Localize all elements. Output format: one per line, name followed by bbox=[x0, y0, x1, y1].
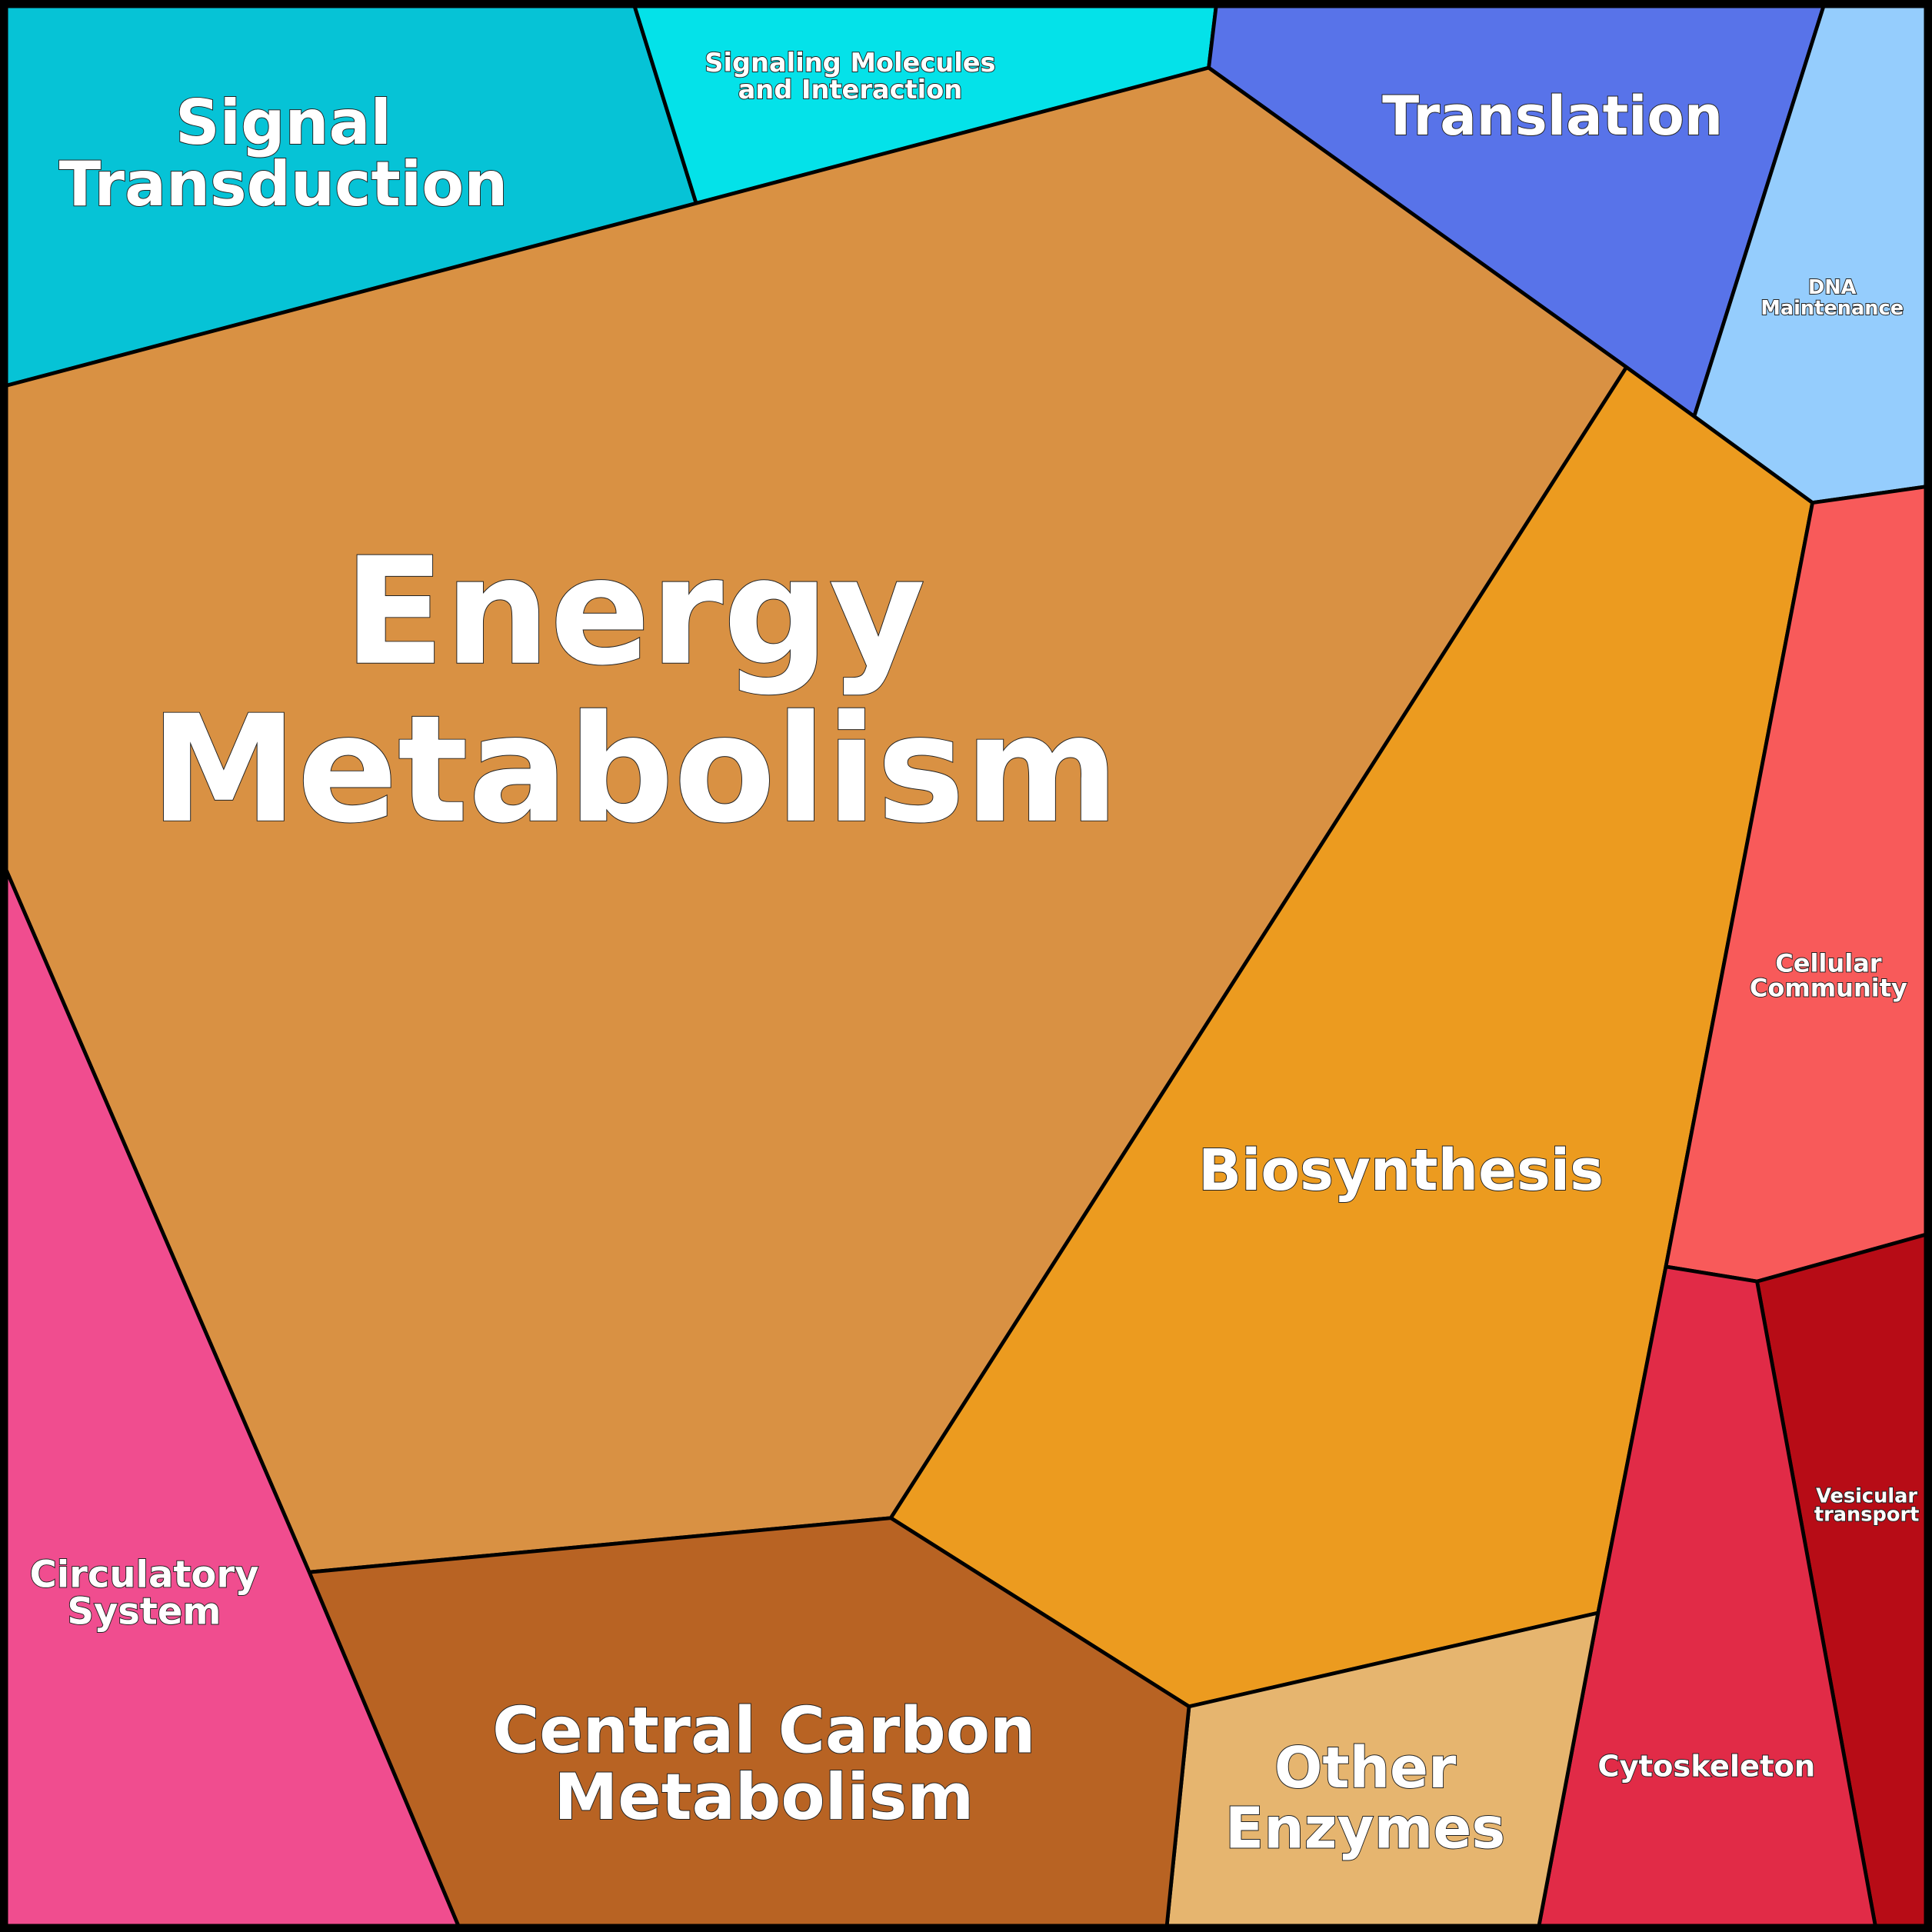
region-label: Biosynthesis bbox=[1198, 1138, 1604, 1204]
region-label: Cellular bbox=[1775, 948, 1882, 978]
region-label: Vesicular bbox=[1816, 1484, 1917, 1507]
region-label: Transduction bbox=[59, 148, 508, 220]
region-label: and Interaction bbox=[738, 75, 963, 105]
region-label: Metabolism bbox=[554, 1760, 974, 1834]
region-label: transport bbox=[1814, 1504, 1920, 1527]
region-label: Circulatory bbox=[29, 1554, 258, 1597]
region-label: Metabolism bbox=[150, 685, 1118, 856]
region-label: Energy bbox=[344, 527, 925, 698]
region-label: Enzymes bbox=[1225, 1796, 1505, 1861]
region-label: Maintenance bbox=[1760, 297, 1904, 320]
region-label: System bbox=[67, 1591, 221, 1634]
region-label: Signal bbox=[175, 87, 391, 158]
region-label: Other bbox=[1274, 1736, 1457, 1801]
region-label: Signaling Molecules bbox=[705, 48, 995, 78]
region-label: Translation bbox=[1382, 85, 1723, 148]
region-label: DNA bbox=[1808, 276, 1857, 299]
region-label: Community bbox=[1750, 973, 1907, 1002]
region-label: Central Carbon bbox=[492, 1694, 1035, 1768]
region-label: Cytoskeleton bbox=[1597, 1749, 1815, 1784]
